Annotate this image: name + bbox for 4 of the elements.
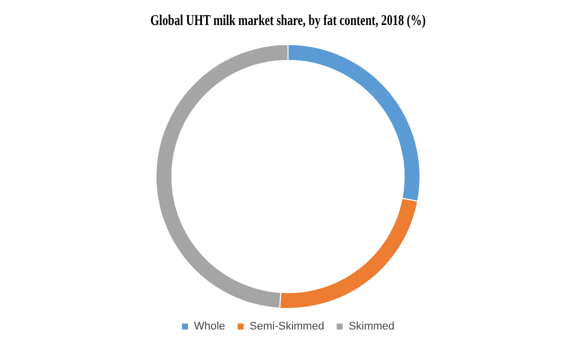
legend-label: Whole xyxy=(194,320,226,333)
legend-label: Semi-Skimmed xyxy=(250,320,324,333)
legend-label: Skimmed xyxy=(348,320,395,333)
chart-title: Global UHT milk market share, by fat content, 2018 (%) xyxy=(150,11,426,28)
